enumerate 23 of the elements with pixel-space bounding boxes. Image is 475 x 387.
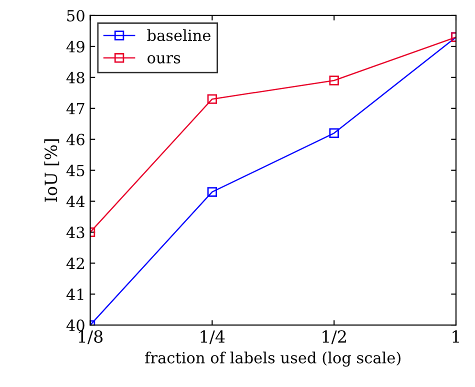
y-axis-title: IoU [%] [44,139,60,202]
y-tick-label: 41 [66,288,84,300]
point [207,94,218,104]
y-tick-label: 40 [66,320,84,332]
point [329,128,339,138]
y-tick-label: 43 [66,226,84,238]
y-tick-label: 47 [66,102,84,114]
x-tick-label: 1/8 [78,330,103,344]
x-tick-label: 1/2 [322,330,346,344]
y-tick-label: 42 [66,258,84,269]
x-tick-label: 1 [452,330,459,343]
y-tick-label: 45 [66,164,84,176]
x-tick-label: 1/4 [200,330,225,344]
point [329,76,339,86]
y-tick-label: 50 [67,10,84,22]
legend-label: ours [148,55,180,64]
x-axis-title: fraction of labels used (log scale) [145,352,400,367]
point [207,187,218,197]
y-tick-label: 44 [66,196,85,208]
y-tick-label: 48 [66,72,84,84]
y-tick-label: 49 [66,40,84,52]
y-tick-label: 46 [66,134,84,146]
legend-label: baseline [147,29,210,42]
